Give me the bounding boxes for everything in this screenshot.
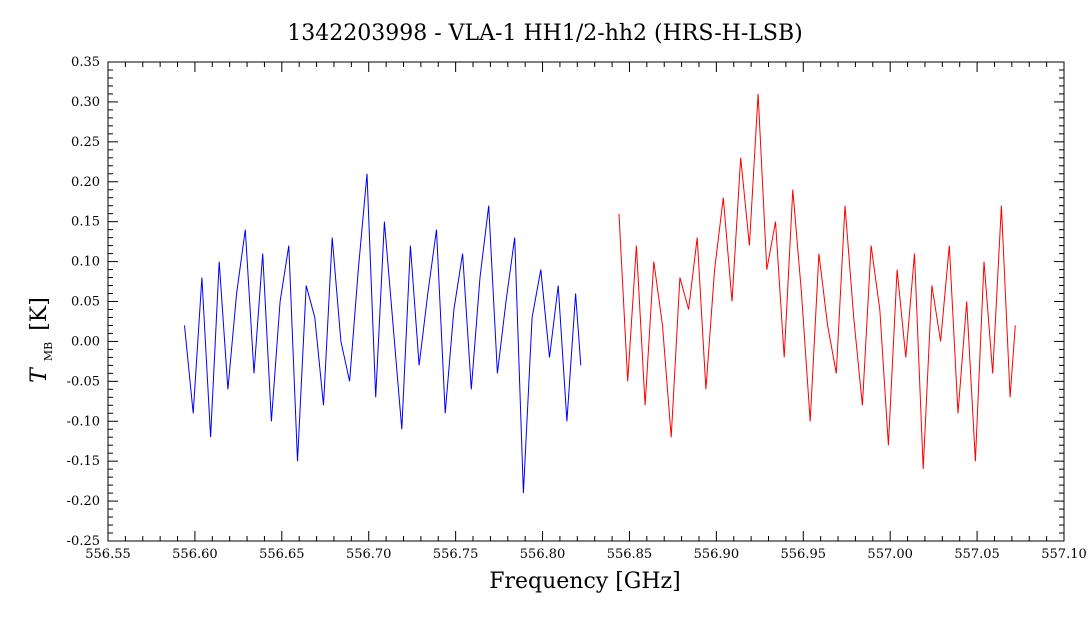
y-tick-label: 0.30 [71,95,100,110]
x-tick-label: 556.55 [85,547,131,562]
x-tick-label: 557.00 [867,547,913,562]
x-tick-label: 556.75 [433,547,479,562]
y-tick-label: -0.15 [67,454,100,469]
x-tick-label: 556.90 [694,547,740,562]
y-axis-main: T [27,366,52,383]
y-tick-label: -0.20 [67,494,100,509]
x-tick-label: 556.85 [607,547,653,562]
x-tick-label: 557.05 [954,547,1000,562]
red-spectrum-line [618,93,1016,470]
blue-spectrum-line [184,173,582,494]
y-axis-unit: [K] [27,297,52,331]
y-tick-label: 0.00 [71,334,100,349]
y-tick-label: 0.05 [71,295,100,310]
plot-border [107,61,1065,542]
y-axis-label-text: T MB [K] [27,297,58,383]
x-tick-label: 557.10 [1041,547,1087,562]
y-tick-label: -0.10 [67,414,100,429]
y-tick-label: 0.20 [71,175,100,190]
spectrum-series [184,93,1016,494]
x-tick-label: 556.80 [520,547,566,562]
y-tick-label: -0.25 [67,534,100,549]
plot-frame [107,61,1065,542]
y-tick-label: 0.15 [71,215,100,230]
x-tick-label: 556.60 [172,547,218,562]
y-tick-label: 0.10 [71,255,100,270]
x-tick-label: 556.70 [346,547,392,562]
y-tick-label: -0.05 [67,374,100,389]
chart-title: 1342203998 - VLA-1 HH1/2-hh2 (HRS-H-LSB) [287,21,802,46]
axis-ticks: 556.55 556.60 556.65 556.70 556.75 556.80 556.… [67,55,1087,562]
x-tick-label: 556.95 [781,547,827,562]
y-axis-subscript: MB [42,342,55,361]
y-tick-label: 0.25 [71,135,100,150]
x-tick-label: 556.65 [259,547,305,562]
y-axis-label: T MB [K] [27,297,58,383]
y-tick-label: 0.35 [71,55,100,70]
x-axis-label: Frequency [GHz] [489,569,681,594]
